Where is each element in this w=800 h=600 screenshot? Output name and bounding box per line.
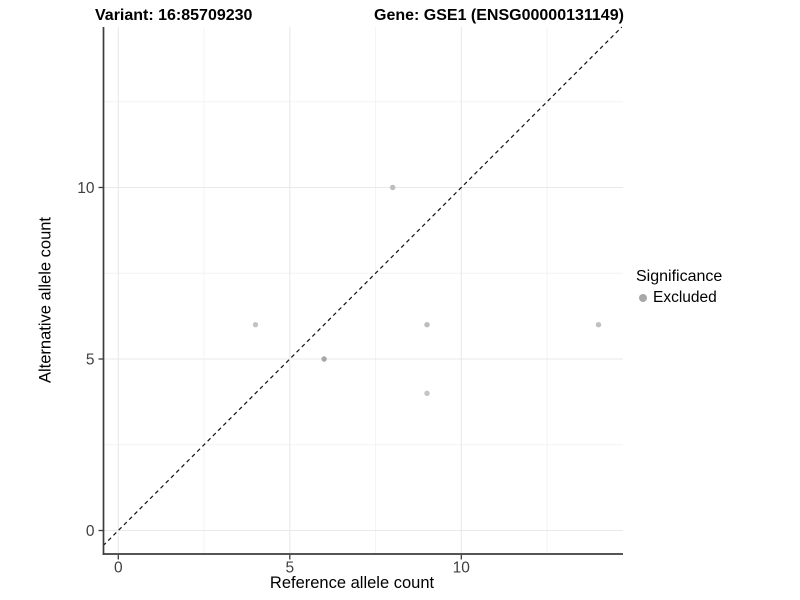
x-tick-label: 5: [285, 560, 294, 577]
y-tick-label: 5: [86, 352, 95, 369]
plot-title-gene: Gene: GSE1 (ENSG00000131149): [374, 7, 624, 24]
identity-reference-line: [102, 26, 623, 547]
y-axis-title: Alternative allele count: [36, 216, 55, 384]
legend-title: Significance: [636, 268, 723, 285]
data-point: [321, 356, 327, 362]
data-point: [424, 390, 430, 396]
data-point: [595, 322, 602, 328]
data-point: [424, 322, 430, 328]
x-axis-title: Reference allele count: [269, 574, 435, 592]
legend-item-excluded: Excluded: [636, 289, 722, 307]
gridlines: [103, 27, 623, 554]
data-point: [252, 322, 259, 328]
plot-title-variant: Variant: 16:85709230: [95, 7, 253, 24]
axis-lines: [102, 27, 623, 555]
data-points: [252, 184, 602, 396]
axis-ticks: [98, 186, 462, 560]
axis-tick-labels: 0 5 10 0 5 10: [77, 180, 470, 577]
y-tick-label: 10: [77, 180, 95, 197]
legend: Significance Excluded: [636, 268, 722, 307]
x-tick-label: 10: [453, 560, 471, 577]
x-tick-label: 0: [114, 560, 123, 577]
data-point: [390, 184, 396, 191]
legend-item-label: Excluded: [653, 289, 717, 306]
y-tick-label: 0: [86, 523, 95, 540]
legend-point-icon: [639, 294, 647, 302]
dashed-identity-line: [102, 26, 623, 547]
